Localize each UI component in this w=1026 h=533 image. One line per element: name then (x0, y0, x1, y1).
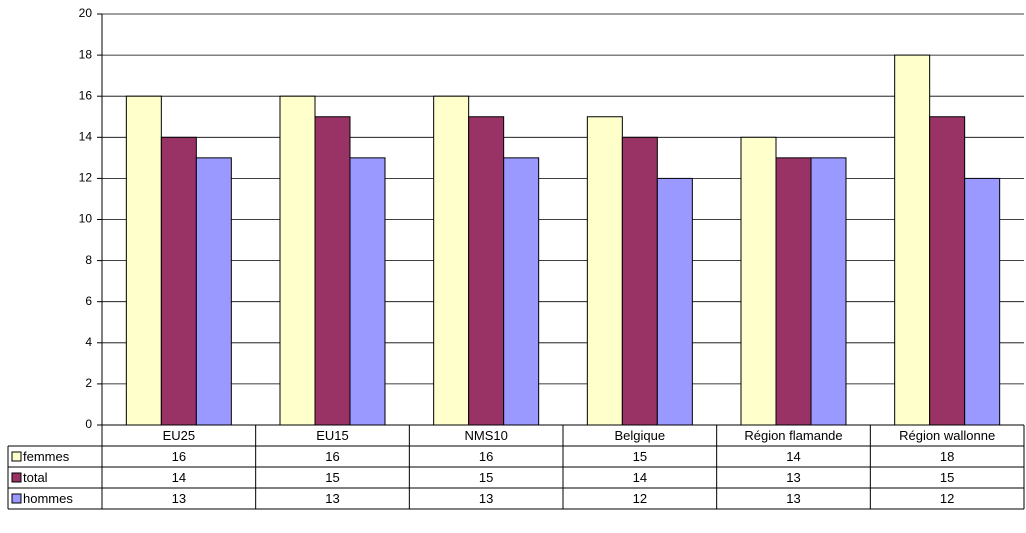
bar (621, 136, 658, 426)
table-value: 13 (172, 491, 186, 506)
bar (810, 157, 847, 426)
table-value: 14 (633, 470, 647, 485)
table-value: 15 (940, 470, 954, 485)
legend-label: hommes (23, 491, 73, 506)
bar (964, 177, 1001, 426)
bar (656, 177, 693, 426)
x-tick-label: EU15 (316, 428, 349, 443)
table-value: 16 (325, 449, 339, 464)
table-value: 18 (940, 449, 954, 464)
table-value: 15 (325, 470, 339, 485)
y-tick-label: 16 (79, 88, 93, 102)
table-value: 14 (786, 449, 800, 464)
legend-swatch (11, 493, 22, 504)
table-value: 12 (940, 491, 954, 506)
bar (740, 136, 777, 426)
legend-label: total (23, 470, 48, 485)
table-value: 13 (786, 470, 800, 485)
y-tick-label: 0 (85, 417, 92, 431)
bar (125, 95, 162, 426)
y-tick-label: 10 (79, 212, 93, 226)
bar (433, 95, 470, 426)
bar (775, 157, 812, 426)
bar (586, 116, 623, 426)
y-tick-label: 14 (79, 129, 93, 143)
y-tick-label: 18 (79, 47, 93, 61)
y-tick-label: 4 (85, 335, 92, 349)
table-value: 16 (479, 449, 493, 464)
y-tick-label: 6 (85, 294, 92, 308)
bar (468, 116, 505, 426)
legend-swatch (11, 451, 22, 462)
x-tick-label: Belgique (615, 428, 666, 443)
bar (894, 54, 931, 426)
legend-swatch (11, 472, 22, 483)
bar (929, 116, 966, 426)
y-tick-label: 12 (79, 171, 93, 185)
y-tick-label: 8 (85, 253, 92, 267)
x-tick-label: EU25 (163, 428, 196, 443)
y-tick-label: 2 (85, 376, 92, 390)
bar (160, 136, 197, 426)
table-value: 15 (633, 449, 647, 464)
x-tick-label: NMS10 (464, 428, 507, 443)
x-tick-label: Région wallonne (899, 428, 995, 443)
bar (195, 157, 232, 426)
bar (314, 116, 351, 426)
table-value: 15 (479, 470, 493, 485)
table-value: 16 (172, 449, 186, 464)
y-tick-label: 20 (79, 6, 93, 20)
x-tick-label: Région flamande (744, 428, 842, 443)
table-value: 12 (633, 491, 647, 506)
bar (349, 157, 386, 426)
bar (279, 95, 316, 426)
table-value: 13 (786, 491, 800, 506)
legend-label: femmes (23, 449, 70, 464)
table-value: 13 (479, 491, 493, 506)
bar (503, 157, 540, 426)
table-value: 14 (172, 470, 186, 485)
table-value: 13 (325, 491, 339, 506)
